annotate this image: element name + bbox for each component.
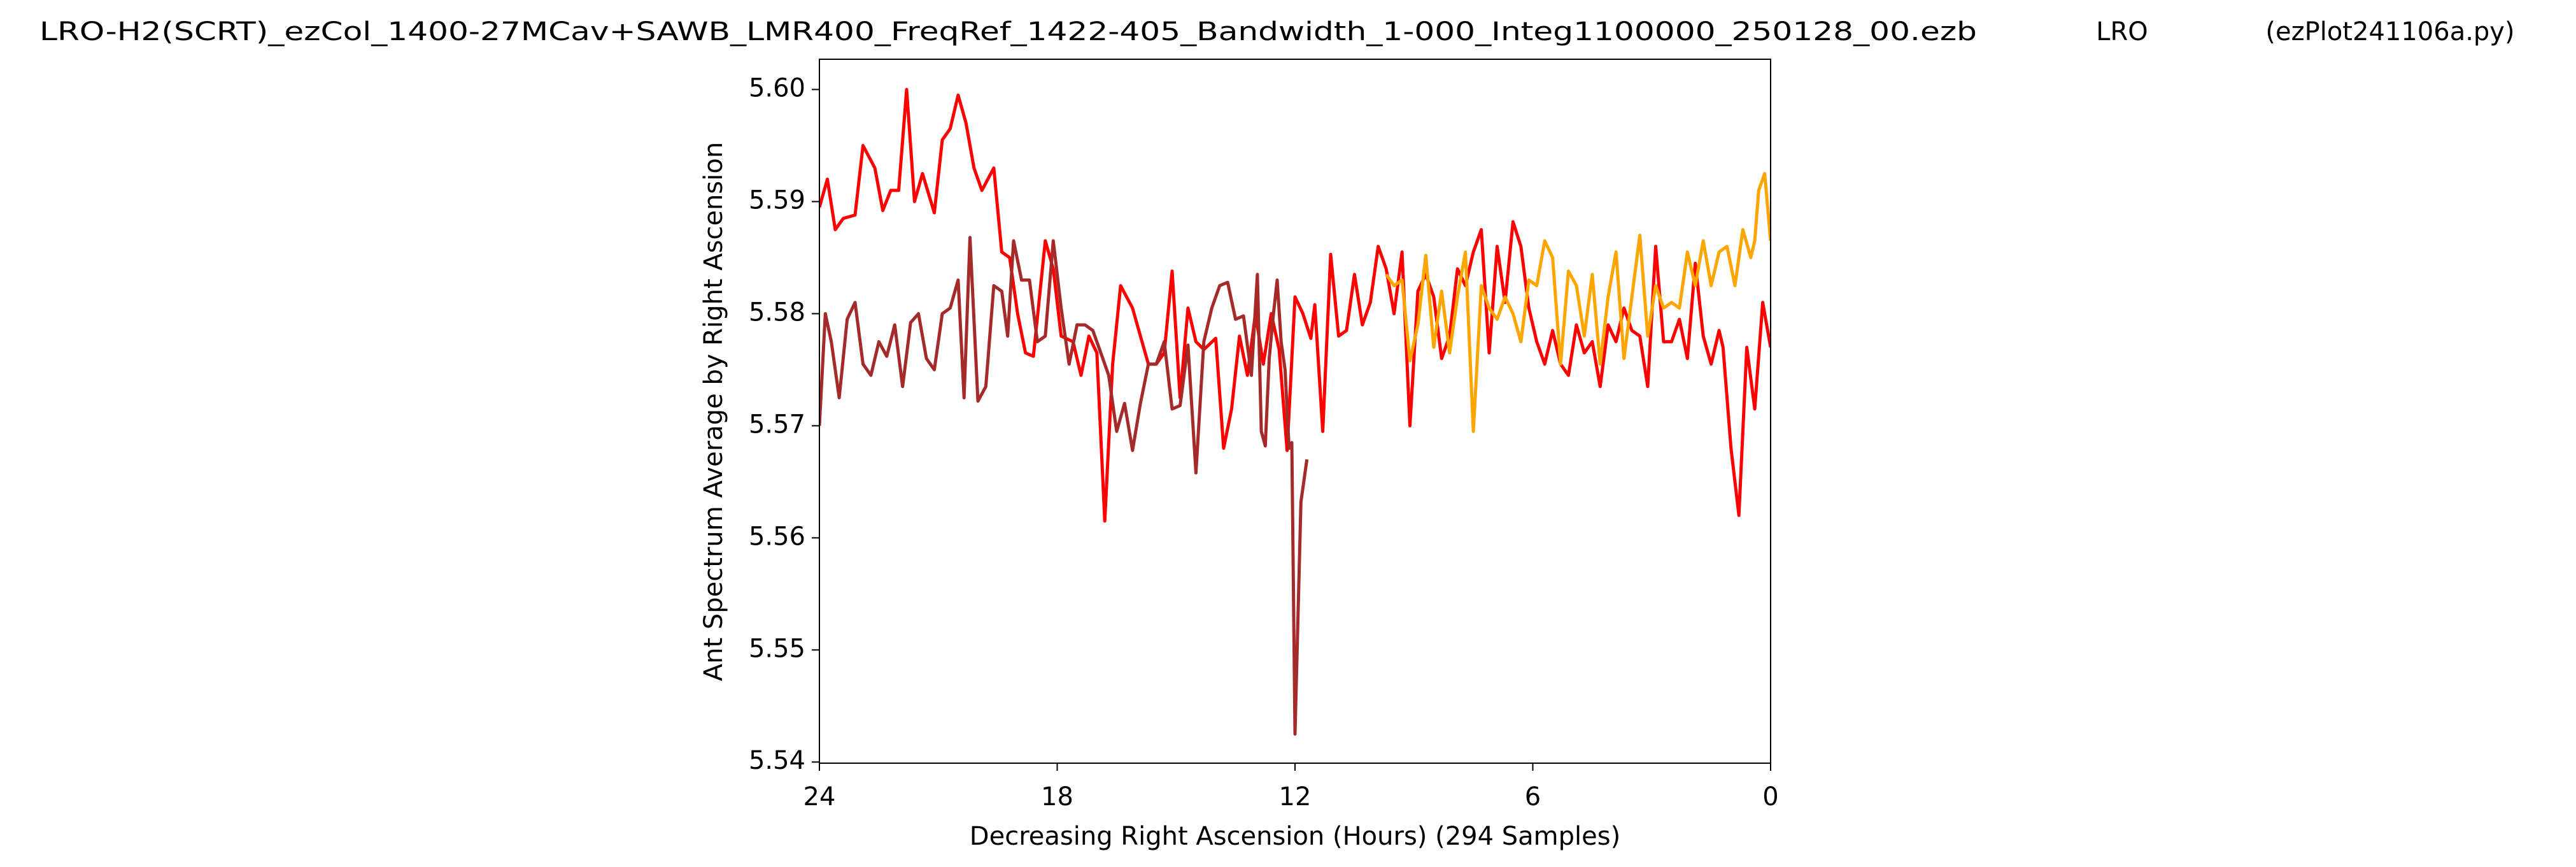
y-axis-label: Ant Spectrum Average by Right Ascension [699,142,728,681]
plot-frame [819,59,1771,764]
x-tick-label: 0 [1762,782,1778,812]
chart-title-right: (ezPlot241106a.py) [2265,17,2514,47]
y-tick-label: 5.59 [749,185,805,215]
chart-title: LRO-H2(SCRT)_ezCol_1400-27MCav+SAWB_LMR4… [39,17,1977,47]
x-tick-label: 6 [1525,782,1541,812]
y-tick-label: 5.55 [749,634,805,663]
chart-title-center: LRO [2096,17,2148,47]
series-line [819,236,1309,736]
x-tick-label: 24 [803,782,836,812]
series-line [819,88,1771,523]
y-tick-label: 5.60 [749,74,805,103]
y-tick-label: 5.56 [749,522,805,551]
series-line [1385,172,1771,433]
y-tick-label: 5.58 [749,297,805,327]
y-tick-label: 5.54 [749,746,805,775]
x-axis-label: Decreasing Right Ascension (Hours) (294 … [970,822,1620,851]
y-tick-label: 5.57 [749,410,805,439]
x-tick-label: 18 [1041,782,1073,812]
x-tick-label: 12 [1279,782,1312,812]
